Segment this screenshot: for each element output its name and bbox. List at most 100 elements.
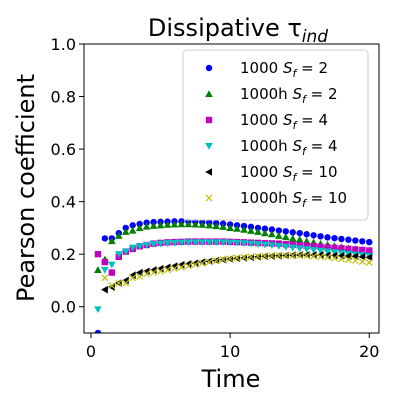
data-point [108,261,116,269]
series-1000h-s-f-4 [94,239,374,314]
data-point [365,253,373,262]
legend-marker [205,194,213,202]
data-point [282,228,289,235]
data-point [184,260,192,268]
data-point [163,240,172,247]
data-point [316,247,325,255]
data-point [114,251,123,258]
data-point [331,234,338,242]
data-point [205,239,214,247]
data-point [212,239,220,247]
legend-label: 1000h Sf = 4 [240,137,338,158]
data-point [128,226,137,234]
legend-label: 1000h Sf = 10 [240,189,347,210]
data-point [261,229,269,237]
data-point [108,269,116,276]
data-point [205,221,214,229]
data-point [351,257,359,264]
data-point [359,246,366,254]
data-point [143,270,151,278]
data-point [240,240,248,247]
data-point [198,220,207,228]
data-point [268,226,276,233]
data-point [177,239,186,247]
chart-title-main: Dissipative τ [148,14,302,42]
data-point [289,252,297,259]
data-point [233,239,241,247]
y-axis: 0.0 0.2 0.4 0.6 0.8 1.0 [51,35,84,317]
data-point [275,231,283,239]
data-point [345,236,352,243]
data-point [156,240,165,248]
data-point [184,239,193,247]
data-point [94,266,102,273]
legend-label: 1000h Sf = 2 [240,85,338,106]
data-point [324,253,331,261]
legend-item: 1000 Sf = 10 [205,163,338,184]
data-point [136,273,144,280]
data-point [247,223,255,231]
legend-item: 1000 Sf = 4 [205,111,328,132]
data-point [143,219,150,226]
data-point [226,239,234,247]
x-axis: 0 10 20 [86,333,379,361]
data-point [114,231,123,239]
data-point [101,285,108,294]
x-axis-label: Time [201,365,261,393]
legend-box [182,49,369,221]
data-point [295,235,304,243]
data-point [324,244,331,251]
data-point [254,241,262,248]
data-point [247,226,255,234]
data-point [254,252,262,260]
legend-label: 1000 Sf = 4 [240,111,328,132]
legend-item: 1000 Sf = 2 [205,59,328,80]
data-point [254,228,262,235]
data-point [163,220,172,228]
data-point [191,259,199,267]
data-point [323,251,331,260]
data-point [156,221,165,229]
y-tick-label: 0.2 [51,245,76,264]
data-point [296,242,303,249]
data-point [309,246,318,254]
legend-item: 1000h Sf = 4 [205,137,338,158]
data-point [254,224,262,232]
data-point [184,220,193,228]
data-point [344,256,352,264]
data-point [240,253,248,261]
data-point [94,306,102,314]
data-point [275,242,283,250]
data-point [212,222,220,230]
data-point [288,234,297,242]
data-point [108,282,116,290]
data-point [275,252,283,259]
legend-marker [205,168,213,176]
data-point [177,220,186,228]
data-point [351,252,359,261]
x-tick-label: 0 [86,342,96,361]
data-point [352,237,359,244]
data-point [310,252,318,260]
data-point [247,240,255,248]
data-point [281,233,290,241]
data-point [316,251,324,259]
data-point [275,227,283,234]
data-point [94,250,102,258]
data-point [240,225,248,233]
data-point [345,245,352,253]
data-point [323,248,332,256]
data-point [317,233,324,240]
data-point [101,266,109,274]
data-point [121,228,130,235]
data-point [122,279,130,287]
data-point [317,253,324,261]
data-point [101,274,109,282]
data-point [135,243,144,251]
data-point [281,243,290,251]
legend-item: 1000h Sf = 10 [205,189,347,210]
data-point [142,222,151,230]
data-point [121,248,130,256]
data-point [261,225,269,232]
data-point [331,254,338,262]
